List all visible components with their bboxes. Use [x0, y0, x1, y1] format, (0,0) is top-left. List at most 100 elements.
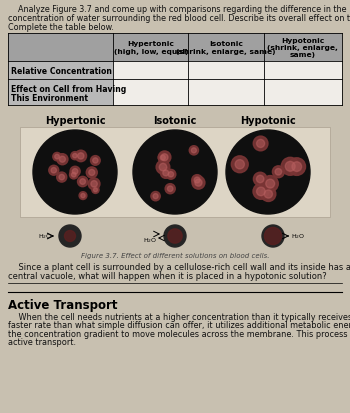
- Circle shape: [59, 175, 64, 180]
- Bar: [8, 80, 113, 106]
- Circle shape: [70, 171, 78, 180]
- Circle shape: [53, 153, 61, 161]
- Text: H$_2$O: H$_2$O: [143, 236, 157, 245]
- Circle shape: [133, 131, 217, 214]
- Circle shape: [189, 146, 198, 156]
- Text: active transport.: active transport.: [8, 338, 76, 347]
- Text: H$_2$O: H$_2$O: [291, 232, 305, 241]
- Text: Isotonic: Isotonic: [153, 116, 197, 126]
- Bar: [113, 80, 188, 106]
- Circle shape: [163, 171, 169, 176]
- Text: concentration of water surrounding the red blood cell. Describe its overall effe: concentration of water surrounding the r…: [8, 14, 350, 23]
- Circle shape: [231, 157, 248, 173]
- Circle shape: [168, 229, 182, 244]
- Circle shape: [191, 148, 196, 154]
- Circle shape: [77, 177, 88, 187]
- Circle shape: [156, 161, 170, 175]
- Circle shape: [49, 166, 59, 176]
- Circle shape: [60, 157, 65, 163]
- Circle shape: [266, 180, 275, 189]
- Circle shape: [262, 225, 284, 247]
- Circle shape: [167, 186, 173, 192]
- Circle shape: [71, 173, 76, 178]
- Circle shape: [160, 168, 171, 179]
- Circle shape: [285, 162, 295, 172]
- Bar: [113, 62, 188, 80]
- Bar: [8, 34, 342, 62]
- Circle shape: [253, 173, 267, 186]
- Text: Hypotonic
(shrink, enlarge,
same): Hypotonic (shrink, enlarge, same): [267, 38, 338, 58]
- Circle shape: [75, 151, 86, 162]
- Text: Hypertonic: Hypertonic: [45, 116, 105, 126]
- Circle shape: [194, 178, 200, 183]
- Circle shape: [281, 158, 299, 176]
- Circle shape: [292, 162, 302, 172]
- Text: Relative Concentration: Relative Concentration: [11, 66, 112, 75]
- Text: Isotonic
(shrink, enlarge, same): Isotonic (shrink, enlarge, same): [176, 41, 276, 55]
- Text: Since a plant cell is surrounded by a cellulose-rich cell wall and its inside ha: Since a plant cell is surrounded by a ce…: [8, 262, 350, 271]
- Circle shape: [168, 172, 174, 178]
- Circle shape: [264, 228, 282, 245]
- Text: H$_2$O: H$_2$O: [38, 232, 52, 241]
- Circle shape: [262, 176, 278, 192]
- Circle shape: [33, 131, 117, 214]
- Circle shape: [57, 173, 67, 183]
- Circle shape: [264, 190, 273, 199]
- Circle shape: [261, 187, 276, 202]
- Circle shape: [79, 192, 87, 200]
- Text: the concentration gradient to move molecules across the membrane. This process i: the concentration gradient to move molec…: [8, 329, 350, 338]
- Circle shape: [253, 184, 269, 200]
- Text: This Environment: This Environment: [11, 94, 88, 103]
- Circle shape: [158, 152, 171, 164]
- Circle shape: [81, 194, 85, 198]
- Circle shape: [288, 159, 306, 176]
- Circle shape: [253, 137, 268, 152]
- Text: Hypertonic
(high, low, equal): Hypertonic (high, low, equal): [114, 41, 188, 55]
- Circle shape: [153, 194, 158, 199]
- Bar: [188, 62, 264, 80]
- Circle shape: [160, 156, 165, 161]
- Text: Figure 3.7. Effect of different solutions on blood cells.: Figure 3.7. Effect of different solution…: [81, 252, 269, 259]
- Text: Hypotonic: Hypotonic: [240, 116, 296, 126]
- Circle shape: [192, 177, 205, 190]
- Circle shape: [72, 169, 78, 175]
- Circle shape: [80, 179, 85, 185]
- Circle shape: [161, 154, 168, 161]
- Circle shape: [89, 170, 95, 176]
- Bar: [264, 80, 342, 106]
- Text: faster rate than what simple diffusion can offer, it utilizes additional metabol: faster rate than what simple diffusion c…: [8, 321, 350, 330]
- Bar: [188, 80, 264, 106]
- Text: Complete the table below.: Complete the table below.: [8, 23, 114, 32]
- Bar: [264, 62, 342, 80]
- Circle shape: [235, 160, 244, 169]
- Circle shape: [257, 176, 264, 183]
- Circle shape: [51, 168, 56, 173]
- Text: Active Transport: Active Transport: [8, 298, 118, 311]
- Circle shape: [92, 187, 99, 194]
- Circle shape: [55, 155, 60, 159]
- Circle shape: [272, 166, 284, 178]
- Circle shape: [57, 154, 68, 165]
- Circle shape: [158, 154, 167, 163]
- Circle shape: [91, 181, 97, 188]
- Circle shape: [195, 180, 202, 187]
- Circle shape: [226, 131, 310, 214]
- Circle shape: [59, 225, 81, 247]
- Circle shape: [91, 156, 100, 166]
- Circle shape: [192, 175, 203, 186]
- Bar: [20, 128, 330, 218]
- Text: Effect on Cell from Having: Effect on Cell from Having: [11, 85, 126, 94]
- Circle shape: [151, 192, 160, 201]
- Circle shape: [64, 231, 76, 242]
- Circle shape: [93, 188, 97, 192]
- Text: When the cell needs nutrients at a higher concentration than it typically receiv: When the cell needs nutrients at a highe…: [8, 312, 350, 321]
- Circle shape: [257, 188, 265, 196]
- Circle shape: [70, 167, 80, 177]
- Circle shape: [159, 164, 167, 171]
- Circle shape: [275, 169, 282, 176]
- Bar: [8, 62, 113, 80]
- Text: central vacuole, what will happen when it is placed in a hypotonic solution?: central vacuole, what will happen when i…: [8, 271, 327, 280]
- Text: Analyze Figure 3.7 and come up with comparisons regarding the difference in the: Analyze Figure 3.7 and come up with comp…: [8, 5, 346, 14]
- Circle shape: [164, 225, 186, 247]
- Circle shape: [71, 152, 79, 160]
